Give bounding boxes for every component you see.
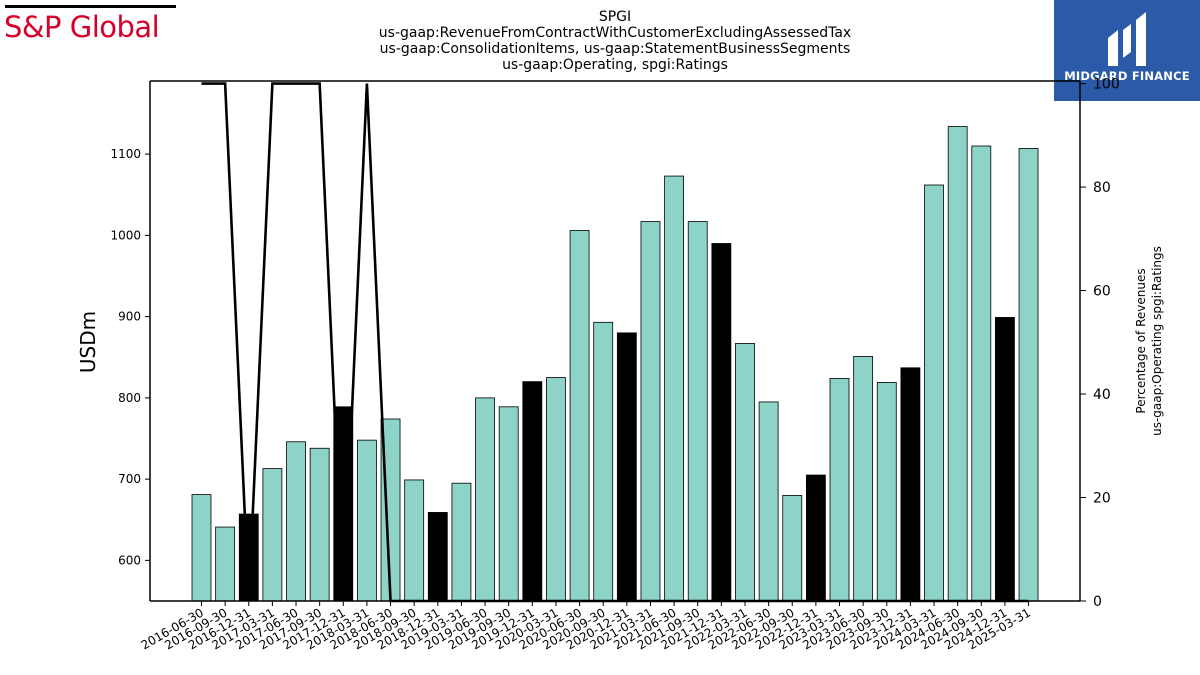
y2-tick-label: 40: [1093, 387, 1111, 403]
bar: [640, 221, 661, 602]
bar: [971, 145, 992, 602]
bar: [475, 397, 495, 602]
brand-logo: S&P Global: [0, 0, 185, 50]
y-tick-label: 1000: [110, 228, 141, 242]
y2-tick-label: 100: [1093, 77, 1120, 93]
bar: [427, 512, 448, 602]
plot-frame: [149, 80, 1081, 602]
bar: [451, 482, 472, 602]
brand-name: S&P Global: [4, 10, 160, 44]
bar: [829, 377, 850, 602]
bar: [215, 526, 236, 602]
bar: [758, 401, 779, 602]
bar: [357, 439, 377, 602]
chart-title-line: SPGI: [599, 9, 631, 25]
bar: [404, 479, 425, 602]
bar: [924, 184, 944, 602]
bar: [805, 474, 826, 602]
bar: [711, 243, 732, 602]
y-axis-label: USDm: [76, 311, 100, 373]
y-tick-label: 1100: [110, 147, 141, 161]
bar: [309, 447, 330, 602]
y2-axis-label-line: Percentage of Revenues: [1134, 268, 1148, 413]
y2-tick-label: 60: [1093, 284, 1111, 300]
bar: [286, 441, 306, 602]
bar: [853, 356, 874, 602]
y2-tick-label: 80: [1093, 180, 1111, 196]
bar: [687, 221, 708, 602]
y2-tick-label: 0: [1093, 594, 1102, 610]
bar: [522, 381, 543, 602]
bar: [1018, 148, 1039, 602]
y-axis-left: 600 700 800 900 1000 1100: [110, 147, 150, 567]
y-tick-label: 700: [118, 472, 141, 486]
brand-logo-bar: [5, 5, 176, 8]
y2-axis-label-line: us-gaap:Operating spgi:Ratings: [1150, 246, 1164, 436]
bar: [616, 332, 637, 602]
y-tick-label: 800: [118, 391, 141, 405]
bar: [900, 367, 921, 602]
x-axis: 2016-06-302016-09-302016-12-312017-03-31…: [139, 601, 1033, 652]
bar: [876, 382, 897, 602]
y2-axis-label: Percentage of Revenues us-gaap:Operating…: [1134, 246, 1164, 436]
partner-logo-mark-icon: [1108, 12, 1146, 66]
bar: [593, 321, 614, 602]
y2-tick-label: 20: [1093, 491, 1111, 507]
bar-series: [191, 126, 1039, 602]
y-axis-right: 0 20 40 60 80 100: [1080, 77, 1120, 610]
chart-title-line: us-gaap:ConsolidationItems, us-gaap:Stat…: [380, 41, 851, 57]
bar: [569, 230, 590, 602]
y-tick-label: 600: [118, 553, 141, 567]
bar: [947, 126, 968, 602]
chart-title: SPGI us-gaap:RevenueFromContractWithCust…: [379, 9, 851, 73]
chart-title-line: us-gaap:RevenueFromContractWithCustomerE…: [379, 25, 851, 41]
bar: [735, 343, 755, 602]
bar: [995, 317, 1015, 602]
partner-logo: MIDGARD FINANCE: [1054, 0, 1200, 101]
chart-title-line: us-gaap:Operating, spgi:Ratings: [502, 57, 728, 73]
bar: [191, 494, 212, 602]
bar: [498, 406, 519, 602]
bar: [546, 377, 566, 602]
bar: [664, 175, 684, 602]
partner-name: MIDGARD FINANCE: [1064, 69, 1190, 83]
bar: [262, 468, 283, 602]
bar: [782, 494, 803, 602]
y-tick-label: 900: [118, 310, 141, 324]
